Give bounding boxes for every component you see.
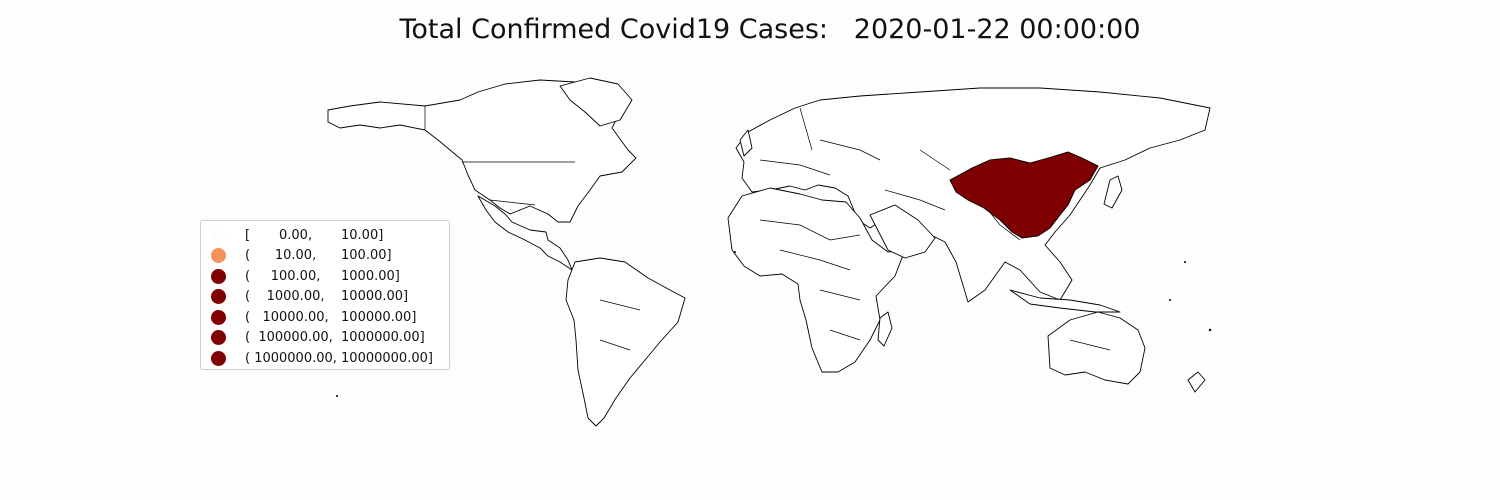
madagascar-landmass xyxy=(877,311,893,347)
legend-marker xyxy=(211,248,226,264)
legend-entry: ( 1000000.00, 10000000.00] xyxy=(211,348,449,369)
legend-label: ( 100000.00, 1000000.00] xyxy=(245,330,425,346)
legend-marker xyxy=(211,330,226,346)
legend-marker xyxy=(211,350,226,366)
new-zealand-landmass xyxy=(1187,371,1206,393)
legend: [ 0.00, 10.00] ( 10.00, 100.00] ( 100.00, … xyxy=(200,220,450,370)
legend-entry: ( 100.00, 1000.00] xyxy=(211,266,449,287)
legend-marker xyxy=(211,289,226,305)
south-america-landmass xyxy=(565,257,686,427)
indonesia-landmass xyxy=(1009,289,1121,313)
legend-entry: ( 1000.00, 10000.00] xyxy=(211,287,449,308)
legend-entry: [ 0.00, 10.00] xyxy=(211,225,449,246)
legend-entry: ( 10.00, 100.00] xyxy=(211,246,449,267)
central-america-landmass xyxy=(477,195,573,271)
legend-label: [ 0.00, 10.00] xyxy=(245,227,384,243)
legend-label: ( 1000000.00, 10000000.00] xyxy=(245,350,433,366)
china-region xyxy=(949,151,1099,239)
africa-landmass xyxy=(727,187,906,373)
legend-entry: ( 100000.00, 1000000.00] xyxy=(211,328,449,349)
greenland-landmass xyxy=(559,77,633,127)
legend-label: ( 10000.00, 100000.00] xyxy=(245,309,417,325)
north-america-landmass xyxy=(327,79,637,223)
legend-label: ( 100.00, 1000.00] xyxy=(245,268,400,284)
legend-marker xyxy=(211,227,226,243)
map-title: Total Confirmed Covid19 Cases: 2020-01-2… xyxy=(399,14,1141,45)
australia-landmass xyxy=(1047,311,1146,385)
legend-entry: ( 10000.00, 100000.00] xyxy=(211,307,449,328)
uk-landmass xyxy=(739,129,753,157)
legend-label: ( 10.00, 100.00] xyxy=(245,248,392,264)
legend-marker xyxy=(211,309,226,325)
legend-label: ( 1000.00, 10000.00] xyxy=(245,289,409,305)
japan-landmass xyxy=(1103,175,1123,209)
arabia-landmass xyxy=(869,204,936,259)
legend-marker xyxy=(211,268,226,284)
country-borders xyxy=(424,106,1111,351)
